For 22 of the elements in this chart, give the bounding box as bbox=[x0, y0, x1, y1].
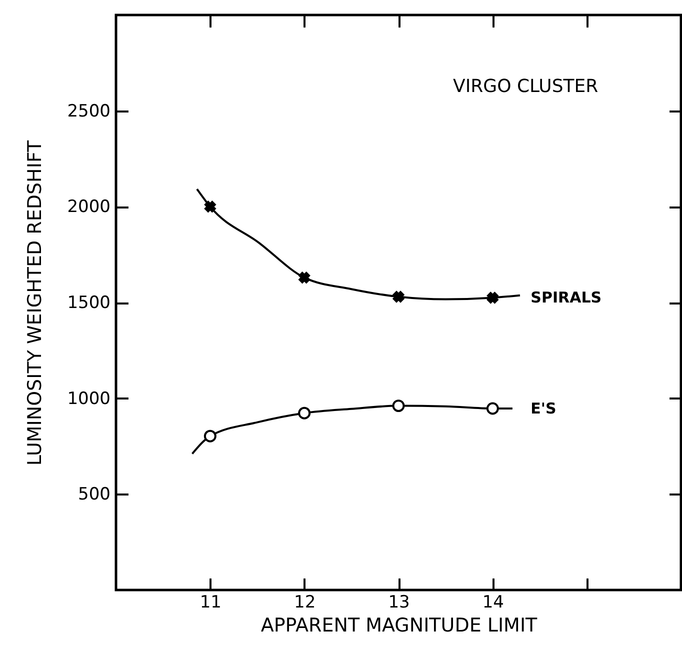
point bbox=[392, 400, 405, 412]
text: E'S bbox=[530, 399, 556, 418]
y-tick-label: 2000 bbox=[67, 197, 110, 218]
x-tick-label: 11 bbox=[200, 592, 222, 612]
y-tick-label: 1500 bbox=[67, 293, 110, 313]
point bbox=[298, 406, 311, 420]
x-axis-title: APPARENT MAGNITUDE LIMIT bbox=[260, 614, 538, 636]
point bbox=[486, 292, 498, 304]
point bbox=[486, 402, 499, 415]
x-tick-label: 14 bbox=[482, 592, 504, 612]
y-tick-label: 2500 bbox=[67, 101, 110, 122]
x-tick-label: 12 bbox=[294, 592, 316, 612]
y-tick-label: 1000 bbox=[67, 388, 110, 409]
annotation: VIRGO CLUSTER bbox=[453, 76, 598, 97]
point bbox=[298, 272, 310, 284]
y-tick-label: 500 bbox=[78, 484, 110, 505]
point bbox=[204, 430, 216, 442]
point bbox=[392, 291, 404, 302]
x-tick-label: 13 bbox=[388, 592, 410, 612]
point bbox=[204, 200, 216, 212]
text: SPIRALS bbox=[530, 288, 602, 307]
y-axis-title: LUMINOSITY WEIGHTED REDSHIFT bbox=[24, 140, 46, 466]
